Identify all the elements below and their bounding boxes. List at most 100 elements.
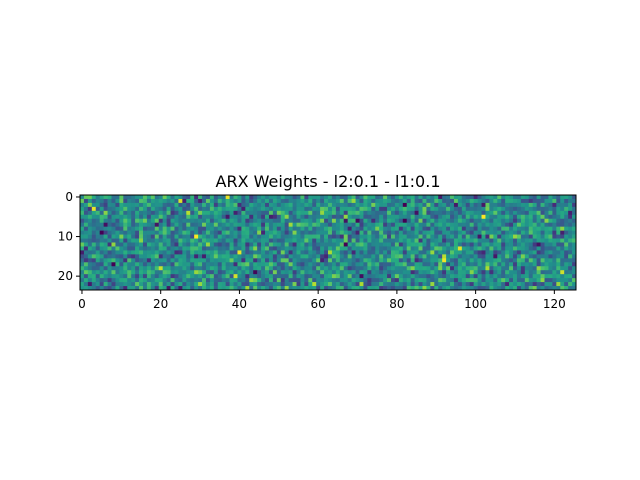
heatmap-cell <box>524 254 530 259</box>
heatmap-cell <box>308 218 313 224</box>
heatmap-cell <box>166 266 171 271</box>
heatmap-cell <box>142 238 148 243</box>
heatmap-cell <box>497 278 502 283</box>
heatmap-cell <box>528 258 534 263</box>
heatmap-cell <box>410 214 415 220</box>
heatmap-cell <box>383 246 388 251</box>
heatmap-cell <box>162 226 167 231</box>
heatmap-cell <box>406 230 412 235</box>
heatmap-cell <box>379 218 384 224</box>
heatmap-cell <box>493 258 498 263</box>
heatmap-cell <box>158 222 164 228</box>
heatmap-cell <box>245 250 250 255</box>
heatmap-cell <box>217 278 223 283</box>
heatmap-cell <box>536 258 541 263</box>
heatmap-cell <box>442 230 447 235</box>
heatmap-cell <box>115 214 120 220</box>
heatmap-cell <box>107 286 112 291</box>
heatmap-cell <box>493 270 498 275</box>
heatmap-cell <box>324 195 329 200</box>
heatmap-cell <box>450 202 455 208</box>
heatmap-cell <box>501 254 506 259</box>
heatmap-cell <box>320 266 325 271</box>
heatmap-cell <box>261 226 266 231</box>
heatmap-cell <box>560 238 565 243</box>
heatmap-cell <box>481 198 486 204</box>
heatmap-cell <box>426 222 431 228</box>
heatmap-cell <box>194 202 199 208</box>
heatmap-cell <box>265 242 270 247</box>
heatmap-cell <box>221 238 227 243</box>
heatmap-cell <box>446 230 451 235</box>
heatmap-cell <box>394 242 400 247</box>
heatmap-cell <box>473 246 478 251</box>
heatmap-cell <box>379 274 384 279</box>
heatmap-cell <box>158 230 164 235</box>
heatmap-cell <box>564 218 569 224</box>
heatmap-cell <box>477 270 482 275</box>
heatmap-cell <box>375 238 380 243</box>
heatmap-cell <box>552 234 557 239</box>
heatmap-cell <box>99 226 104 231</box>
heatmap-cell <box>288 222 293 228</box>
heatmap-cell <box>367 218 372 224</box>
heatmap-cell <box>190 206 195 212</box>
heatmap-cell <box>402 278 408 283</box>
heatmap-cell <box>158 238 164 243</box>
heatmap-cell <box>461 278 467 283</box>
heatmap-cell <box>107 274 112 279</box>
heatmap-cell <box>383 266 388 271</box>
heatmap-cell <box>457 206 463 212</box>
heatmap-cell <box>150 262 156 267</box>
heatmap-cell <box>556 226 561 231</box>
heatmap-cell <box>532 202 537 208</box>
heatmap-cell <box>312 222 317 228</box>
heatmap-cell <box>241 242 246 247</box>
heatmap-cell <box>300 262 305 267</box>
heatmap-cell <box>229 242 234 247</box>
heatmap-cell <box>552 202 557 208</box>
heatmap-cell <box>265 214 270 220</box>
heatmap-cell <box>528 218 534 224</box>
heatmap-cell <box>103 234 108 239</box>
heatmap-cell <box>410 258 415 263</box>
heatmap-cell <box>363 218 368 224</box>
heatmap-cell <box>186 266 191 271</box>
heatmap-cell <box>312 270 317 275</box>
heatmap-cell <box>497 202 502 208</box>
heatmap-cell <box>528 274 534 279</box>
chart-title: ARX Weights - l2:0.1 - l1:0.1 <box>216 172 441 191</box>
heatmap-cell <box>398 238 404 243</box>
heatmap-cell <box>209 254 215 259</box>
heatmap-cell <box>265 262 270 267</box>
heatmap-cell <box>312 198 317 204</box>
heatmap-cell <box>572 214 577 220</box>
heatmap-cell <box>426 206 431 212</box>
heatmap-cell <box>300 258 305 263</box>
heatmap-cell <box>95 254 101 259</box>
heatmap-cell <box>213 258 219 263</box>
heatmap-cell <box>465 226 471 231</box>
heatmap-cell <box>402 242 408 247</box>
heatmap-cell <box>150 202 156 208</box>
heatmap-cell <box>552 206 557 212</box>
heatmap-cell <box>213 238 219 243</box>
heatmap-cell <box>375 214 380 220</box>
heatmap-cell <box>111 274 116 279</box>
heatmap-cell <box>300 226 305 231</box>
heatmap-cell <box>127 246 132 251</box>
heatmap-cell <box>398 250 404 255</box>
heatmap-cell <box>284 234 289 239</box>
heatmap-cell <box>418 254 423 259</box>
heatmap-cell <box>371 286 376 291</box>
heatmap-cell <box>178 258 183 263</box>
heatmap-cell <box>489 214 494 220</box>
heatmap-cell <box>359 286 364 291</box>
heatmap-cell <box>505 234 510 239</box>
heatmap-cell <box>516 234 522 239</box>
heatmap-cell <box>568 234 573 239</box>
heatmap-cell <box>202 242 207 247</box>
heatmap-cell <box>394 206 400 212</box>
heatmap-cell <box>115 222 120 228</box>
heatmap-cell <box>335 195 341 200</box>
